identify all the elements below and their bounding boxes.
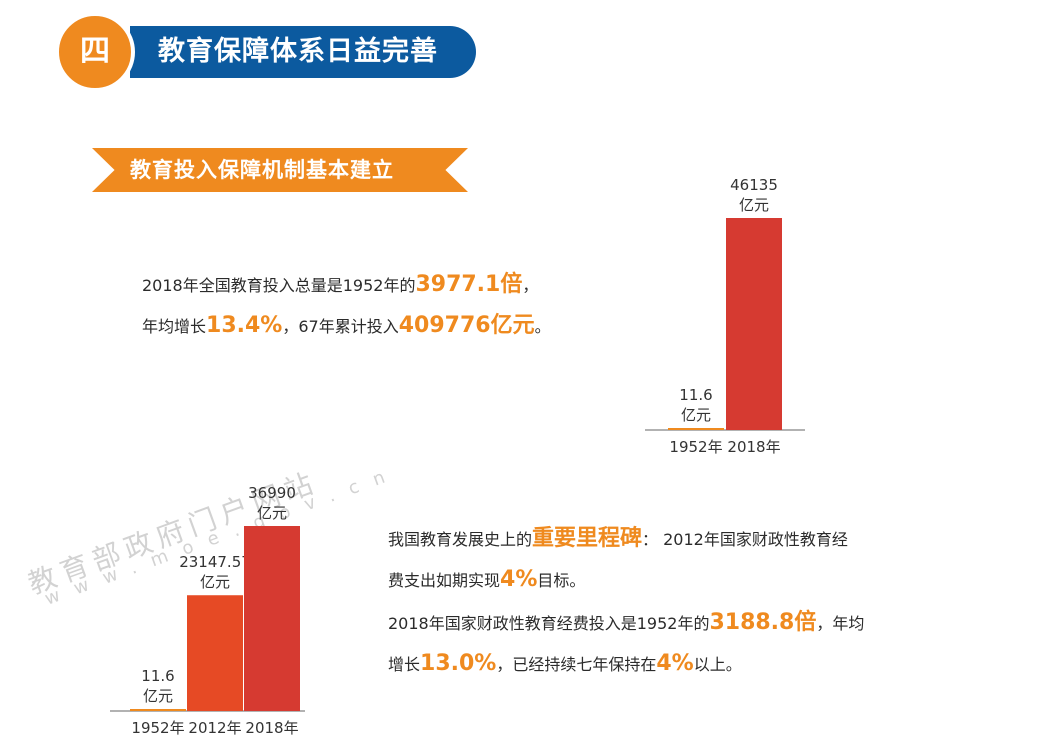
paragraph2-line2: 费支出如期实现4%目标。 bbox=[388, 560, 585, 601]
tick-label: 2018年 bbox=[727, 438, 780, 456]
text-span: ，67年累计投入 bbox=[282, 317, 399, 336]
text-span: 费支出如期实现 bbox=[388, 571, 501, 590]
text-span: ： 2012年国家财政性教育经 bbox=[642, 530, 848, 549]
data-label: 46135 bbox=[730, 176, 778, 194]
text-span: 年均增长 bbox=[142, 317, 207, 336]
bar bbox=[187, 595, 243, 711]
data-label-unit: 亿元 bbox=[143, 687, 173, 705]
text-span: 以上。 bbox=[693, 655, 742, 674]
highlight-value: 409776亿元 bbox=[398, 313, 535, 338]
subheader-ribbon bbox=[92, 148, 468, 192]
chart-fiscal-education-funding: 11.6 亿元 1952年 23147.57 亿元 2012年 36990 亿元 2018年 bbox=[110, 484, 305, 737]
bar bbox=[726, 218, 782, 430]
section-title: 教育保障体系日益完善 bbox=[158, 36, 438, 67]
text-span: 2018年全国教育投入总量是1952年的 bbox=[142, 276, 416, 295]
highlight-value: 13.4% bbox=[206, 313, 283, 338]
tick-label: 2012年 bbox=[188, 719, 241, 737]
tick-label: 1952年 bbox=[131, 719, 184, 737]
highlight-value: 4% bbox=[656, 651, 694, 676]
text-span: ，年均 bbox=[816, 614, 865, 633]
tick-label: 2018年 bbox=[245, 719, 298, 737]
bar bbox=[130, 709, 186, 711]
text-span: 增长 bbox=[388, 655, 421, 674]
data-label: 36990 bbox=[248, 484, 296, 502]
text-span: 2018年国家财政性教育经费投入是1952年的 bbox=[388, 614, 710, 633]
data-label: 23147.57 bbox=[179, 553, 251, 571]
data-label: 11.6 bbox=[141, 667, 174, 685]
text-span: 目标。 bbox=[537, 571, 586, 590]
highlight-value: 3977.1倍 bbox=[415, 272, 523, 297]
section-banner bbox=[130, 26, 476, 78]
data-label-unit: 亿元 bbox=[681, 406, 711, 424]
text-span: ， bbox=[522, 276, 539, 295]
data-label-unit: 亿元 bbox=[200, 573, 230, 591]
highlight-value: 4% bbox=[500, 567, 538, 592]
paragraph1-line2: 年均增长13.4%，67年累计投入409776亿元。 bbox=[142, 306, 551, 347]
highlight-value: 3188.8倍 bbox=[709, 610, 817, 635]
chart-education-investment: 11.6 亿元 1952年 46135 亿元 2018年 bbox=[645, 176, 805, 456]
highlight-value: 13.0% bbox=[420, 651, 497, 676]
text-span: ，已经持续七年保持在 bbox=[496, 655, 657, 674]
subheader-title: 教育投入保障机制基本建立 bbox=[130, 158, 394, 182]
data-label-unit: 亿元 bbox=[739, 196, 769, 214]
highlight-value: 重要里程碑 bbox=[532, 526, 643, 551]
data-label: 11.6 bbox=[679, 386, 712, 404]
paragraph2-line4: 增长13.0%，已经持续七年保持在4%以上。 bbox=[388, 644, 742, 685]
text-span: 我国教育发展史上的 bbox=[388, 530, 533, 549]
section-number-badge: 四 bbox=[55, 12, 135, 92]
paragraph2-line1: 我国教育发展史上的重要里程碑： 2012年国家财政性教育经 bbox=[388, 519, 848, 560]
paragraph2-line3: 2018年国家财政性教育经费投入是1952年的3188.8倍，年均 bbox=[388, 603, 864, 644]
tick-label: 1952年 bbox=[669, 438, 722, 456]
text-span: 。 bbox=[534, 317, 551, 336]
paragraph1-line1: 2018年全国教育投入总量是1952年的3977.1倍， bbox=[142, 265, 538, 306]
bar bbox=[244, 526, 300, 711]
data-label-unit: 亿元 bbox=[257, 504, 287, 522]
bar bbox=[668, 428, 724, 430]
